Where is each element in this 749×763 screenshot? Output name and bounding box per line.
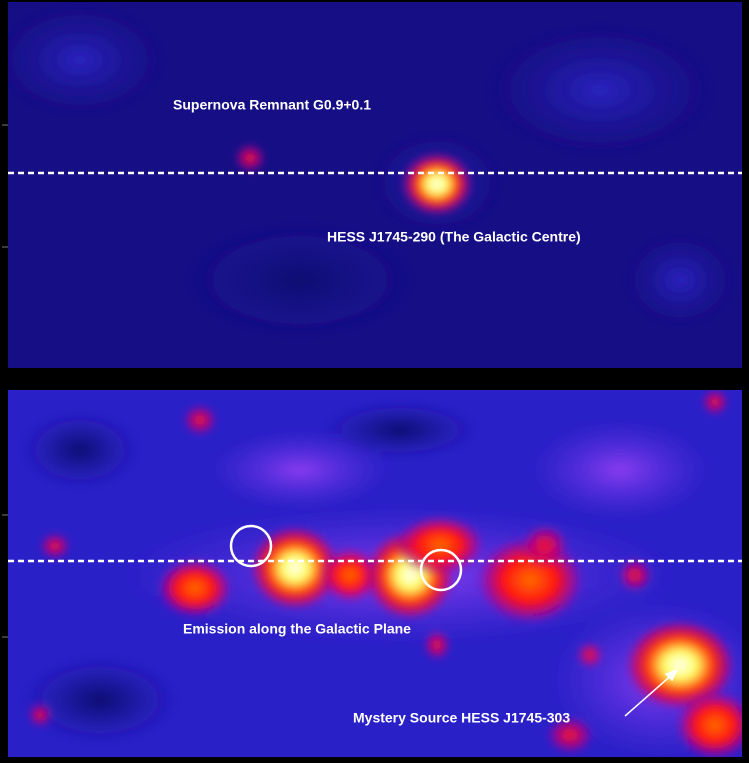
marker-circle <box>229 524 273 568</box>
bottom-panel: Emission along the Galactic Plane Myster… <box>8 390 742 757</box>
arrow-shaft <box>624 672 675 717</box>
glow <box>210 430 390 510</box>
glow <box>8 2 170 120</box>
shadow <box>180 220 420 340</box>
shadow <box>20 410 140 490</box>
blob <box>617 557 653 593</box>
emission <box>20 390 742 757</box>
blob <box>576 641 604 669</box>
blob <box>320 547 380 603</box>
glow <box>530 420 710 520</box>
blob <box>701 390 729 416</box>
shadow <box>20 655 180 745</box>
galactic-centre-blob <box>403 154 471 214</box>
label: HESS J1745-290 (The Galactic Centre) <box>327 229 581 245</box>
blob <box>28 703 52 727</box>
glow <box>620 230 740 330</box>
top-panel: Supernova Remnant G0.9+0.1 HESS J1745-29… <box>8 2 742 368</box>
arrow-head <box>664 668 679 682</box>
mystery-source-blob <box>625 620 735 710</box>
emission <box>8 2 740 340</box>
arrow <box>624 668 679 717</box>
axis-ticks <box>2 124 8 638</box>
marker-circle <box>419 548 463 592</box>
blob <box>157 558 233 618</box>
label: Emission along the Galactic Plane <box>183 621 411 637</box>
label: Mystery Source HESS J1745-303 <box>353 710 570 726</box>
label: Supernova Remnant G0.9+0.1 <box>173 97 371 113</box>
blob <box>423 629 451 661</box>
supernova-blob <box>234 143 266 173</box>
blob <box>395 515 485 575</box>
blob <box>39 532 71 560</box>
blob <box>520 523 570 567</box>
blob <box>545 715 595 755</box>
blob <box>182 404 218 436</box>
blob <box>250 526 340 610</box>
glow <box>480 20 720 160</box>
blob <box>675 690 742 757</box>
